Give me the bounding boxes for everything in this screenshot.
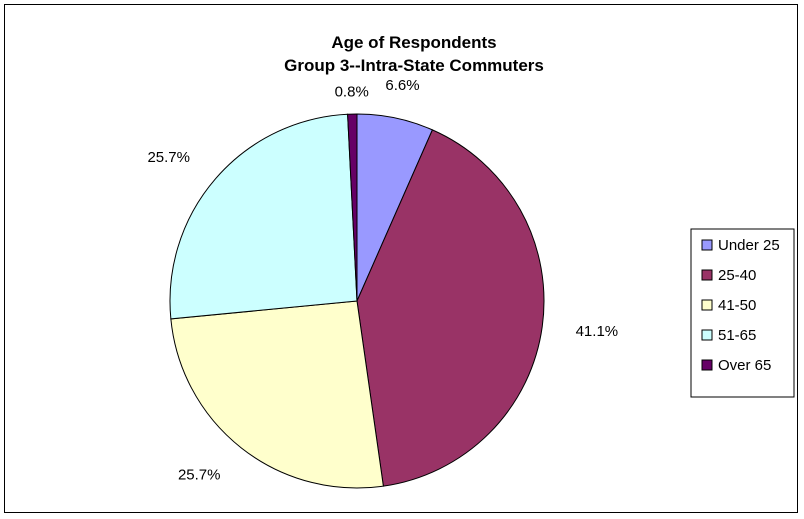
pie-slices <box>169 113 545 489</box>
pie-slice-over-65 <box>347 113 358 302</box>
legend: Under 25 25-40 41-50 51-65 Over 65 <box>690 228 795 398</box>
legend-swatch-25-40 <box>701 269 713 281</box>
slice-label-51-65: 25.7% <box>147 149 190 166</box>
chart-title: Age of Respondents <box>331 33 496 52</box>
pie-chart: Age of Respondents Group 3--Intra-State … <box>147 33 795 489</box>
legend-label-over-65: Over 65 <box>718 357 771 374</box>
legend-swatch-over-65 <box>701 359 713 371</box>
slice-label-41-50: 25.7% <box>178 466 221 483</box>
legend-swatch-under-25 <box>701 239 713 251</box>
pie-slice-51-65 <box>169 113 358 320</box>
pie-slice-41-50 <box>170 300 384 489</box>
chart-subtitle: Group 3--Intra-State Commuters <box>284 56 544 75</box>
slice-label-25-40: 41.1% <box>576 323 619 340</box>
legend-label-41-50: 41-50 <box>718 297 756 314</box>
slice-labels: 6.6% 41.1% 25.7% 25.7% 0.8% <box>147 77 618 483</box>
legend-label-25-40: 25-40 <box>718 267 756 284</box>
chart-area: Age of Respondents Group 3--Intra-State … <box>4 4 798 513</box>
legend-label-under-25: Under 25 <box>718 237 780 254</box>
slice-label-under-25: 6.6% <box>385 77 419 94</box>
legend-label-51-65: 51-65 <box>718 327 756 344</box>
pie-slice-25-40 <box>356 129 545 487</box>
legend-swatch-41-50 <box>701 299 713 311</box>
slice-label-over-65: 0.8% <box>335 84 369 101</box>
legend-swatch-51-65 <box>701 329 713 341</box>
